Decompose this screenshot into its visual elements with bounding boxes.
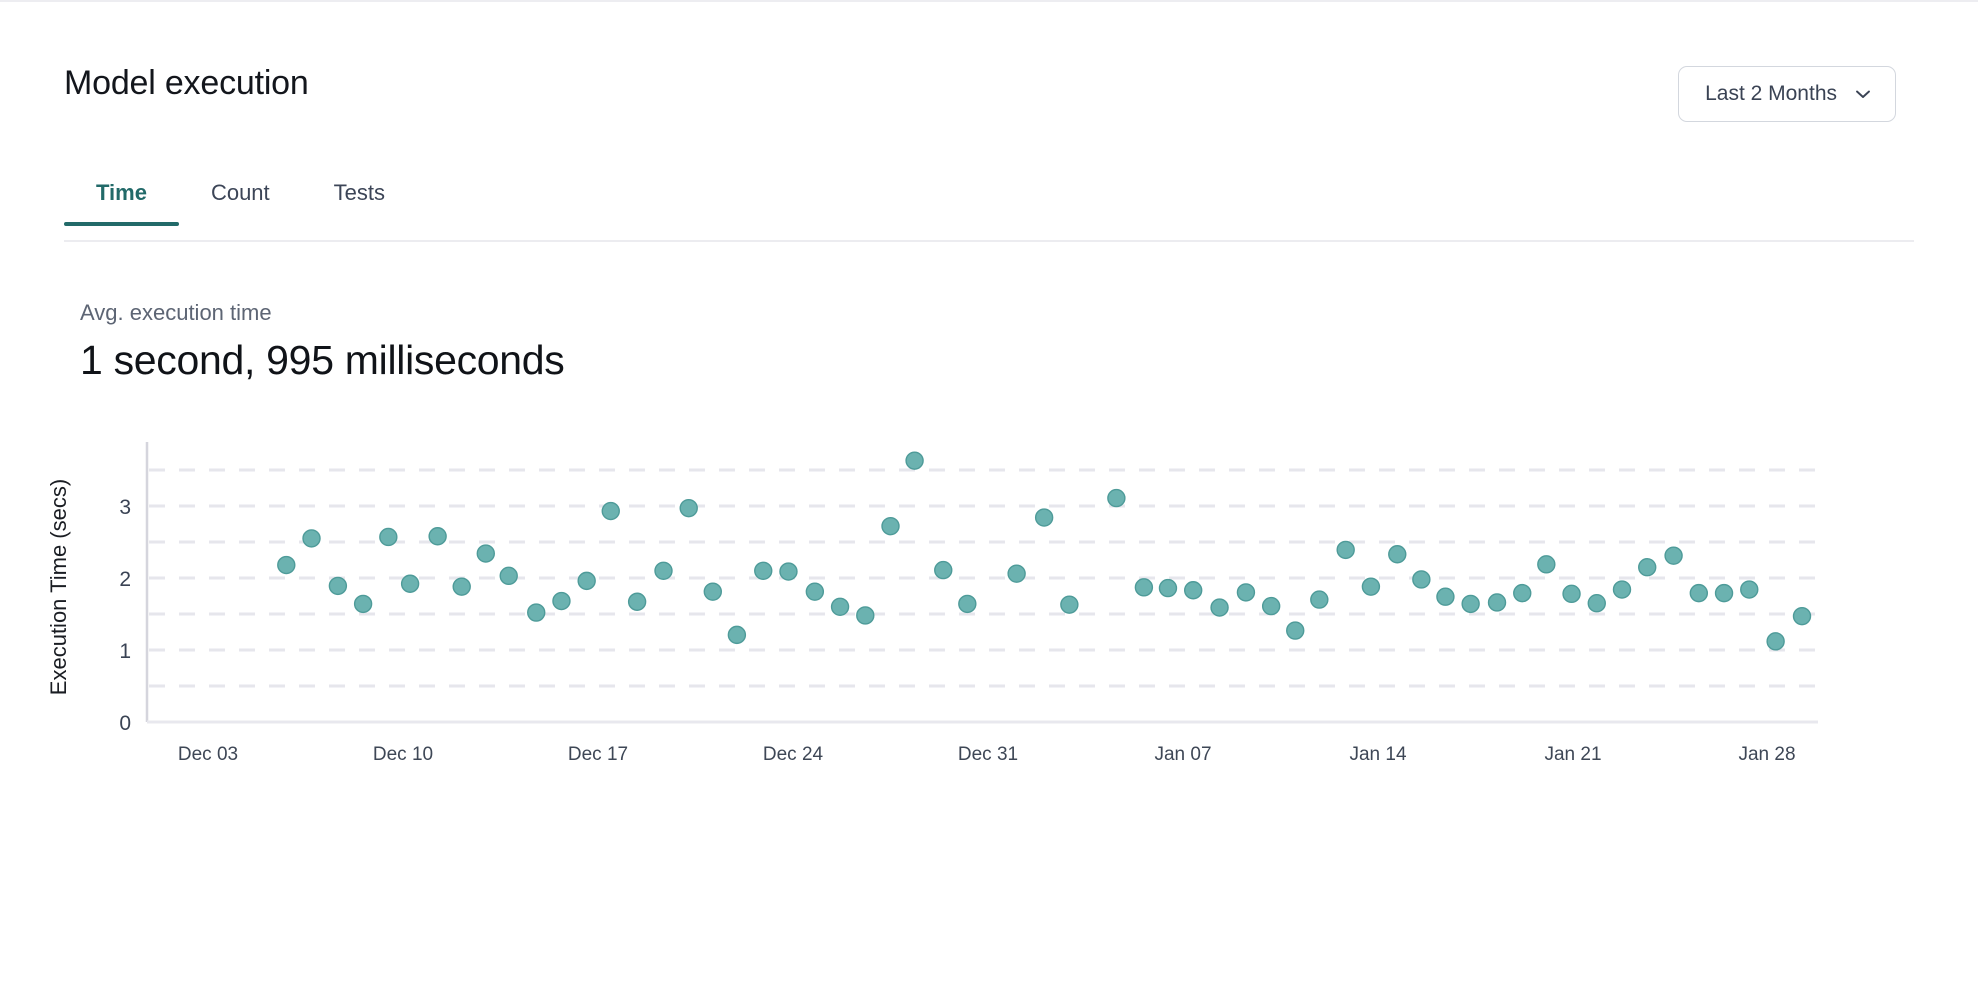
y-axis-tick-labels: 0 1 2 3: [119, 496, 131, 735]
data-point[interactable]: [1537, 555, 1556, 574]
data-point[interactable]: [400, 574, 420, 593]
data-point[interactable]: [1310, 590, 1329, 609]
data-point[interactable]: [1034, 508, 1054, 527]
x-axis-tick-labels: Dec 03 Dec 10 Dec 17 Dec 24 Dec 31 Jan 07 Jan …: [178, 744, 1796, 765]
data-point[interactable]: [1766, 632, 1785, 651]
data-point[interactable]: [654, 561, 673, 581]
svg-text:Dec 03: Dec 03: [178, 744, 238, 765]
data-point[interactable]: [1361, 577, 1381, 596]
svg-text:3: 3: [119, 496, 131, 519]
data-point[interactable]: [302, 529, 321, 548]
data-point[interactable]: [1664, 546, 1683, 565]
data-point[interactable]: [1714, 583, 1734, 603]
data-point[interactable]: [1436, 587, 1455, 606]
metric-summary: Avg. execution time 1 second, 995 millis…: [80, 300, 565, 386]
svg-text:Jan 07: Jan 07: [1154, 744, 1211, 765]
data-point[interactable]: [856, 606, 875, 625]
data-point[interactable]: [1587, 593, 1606, 613]
data-point[interactable]: [499, 566, 518, 586]
data-point[interactable]: [328, 576, 348, 596]
data-point[interactable]: [1134, 578, 1154, 597]
data-point[interactable]: [703, 582, 722, 601]
data-point[interactable]: [379, 527, 398, 547]
data-point[interactable]: [627, 592, 647, 611]
chevron-down-icon: [1853, 84, 1873, 104]
data-point[interactable]: [805, 582, 825, 601]
data-point[interactable]: [577, 571, 596, 591]
scatter-plot-svg: 0 1 2 3 Dec 03 Dec 10 Dec 17 Dec 24 Dec 31 Jan 0…: [46, 442, 1818, 765]
svg-text:Jan 28: Jan 28: [1738, 744, 1795, 765]
data-point[interactable]: [754, 561, 773, 581]
chart-gridlines: [149, 468, 1818, 688]
chart-axes: [145, 442, 1818, 724]
data-point[interactable]: [1740, 580, 1759, 599]
data-point[interactable]: [727, 625, 747, 645]
svg-text:1: 1: [119, 640, 131, 663]
data-point[interactable]: [1007, 564, 1026, 583]
tab-time[interactable]: Time: [64, 182, 179, 226]
tab-count[interactable]: Count: [179, 182, 302, 224]
svg-text:Dec 24: Dec 24: [763, 744, 824, 765]
svg-text:Dec 10: Dec 10: [373, 744, 433, 765]
date-range-picker[interactable]: Last 2 Months: [1678, 66, 1896, 122]
data-point[interactable]: [452, 577, 471, 596]
data-point[interactable]: [277, 555, 296, 575]
page-title: Model execution: [64, 64, 309, 102]
data-point[interactable]: [1261, 596, 1281, 616]
data-point[interactable]: [1286, 621, 1305, 640]
data-point[interactable]: [1060, 595, 1079, 614]
data-point[interactable]: [1158, 578, 1178, 598]
data-point[interactable]: [679, 498, 698, 518]
data-point[interactable]: [881, 516, 900, 536]
data-point[interactable]: [1792, 606, 1812, 626]
y-axis-title: Execution Time (secs): [46, 479, 71, 695]
data-point[interactable]: [905, 451, 924, 470]
data-point[interactable]: [779, 562, 798, 581]
tab-tests[interactable]: Tests: [302, 182, 417, 224]
data-point[interactable]: [958, 594, 977, 614]
tab-bar: Time Count Tests: [64, 182, 1914, 242]
data-point[interactable]: [552, 591, 571, 611]
data-point[interactable]: [428, 527, 447, 546]
data-point[interactable]: [1612, 580, 1632, 599]
data-point[interactable]: [1388, 545, 1407, 564]
page-header: Model execution Last 2 Months: [0, 38, 1978, 122]
svg-text:Jan 14: Jan 14: [1349, 744, 1406, 765]
data-point[interactable]: [1183, 581, 1203, 600]
data-point[interactable]: [830, 597, 850, 617]
data-point[interactable]: [1107, 488, 1126, 508]
data-point[interactable]: [1210, 598, 1229, 617]
data-point[interactable]: [1236, 583, 1256, 602]
data-point[interactable]: [1461, 594, 1480, 614]
data-point[interactable]: [1336, 540, 1355, 560]
execution-time-chart[interactable]: 0 1 2 3 Dec 03 Dec 10 Dec 17 Dec 24 Dec 31 Jan 0…: [0, 432, 1978, 962]
data-point[interactable]: [1638, 557, 1657, 577]
data-point[interactable]: [601, 501, 620, 521]
data-points[interactable]: [277, 451, 1812, 651]
data-point[interactable]: [527, 603, 546, 622]
date-range-label: Last 2 Months: [1705, 82, 1837, 105]
metric-value: 1 second, 995 milliseconds: [80, 337, 565, 384]
data-point[interactable]: [1689, 583, 1709, 603]
data-point[interactable]: [934, 560, 953, 580]
data-point[interactable]: [476, 544, 495, 563]
metric-label: Avg. execution time: [80, 300, 272, 325]
data-point[interactable]: [1562, 584, 1581, 604]
svg-text:2: 2: [119, 568, 131, 591]
data-point[interactable]: [353, 594, 373, 614]
data-point[interactable]: [1513, 583, 1532, 603]
svg-text:Execution Time (secs): Execution Time (secs): [46, 479, 71, 695]
data-point[interactable]: [1412, 570, 1431, 589]
svg-text:Dec 31: Dec 31: [958, 744, 1018, 765]
svg-text:Dec 17: Dec 17: [568, 744, 628, 765]
svg-text:Jan 21: Jan 21: [1544, 744, 1601, 765]
svg-text:0: 0: [119, 712, 131, 735]
data-point[interactable]: [1487, 593, 1507, 612]
